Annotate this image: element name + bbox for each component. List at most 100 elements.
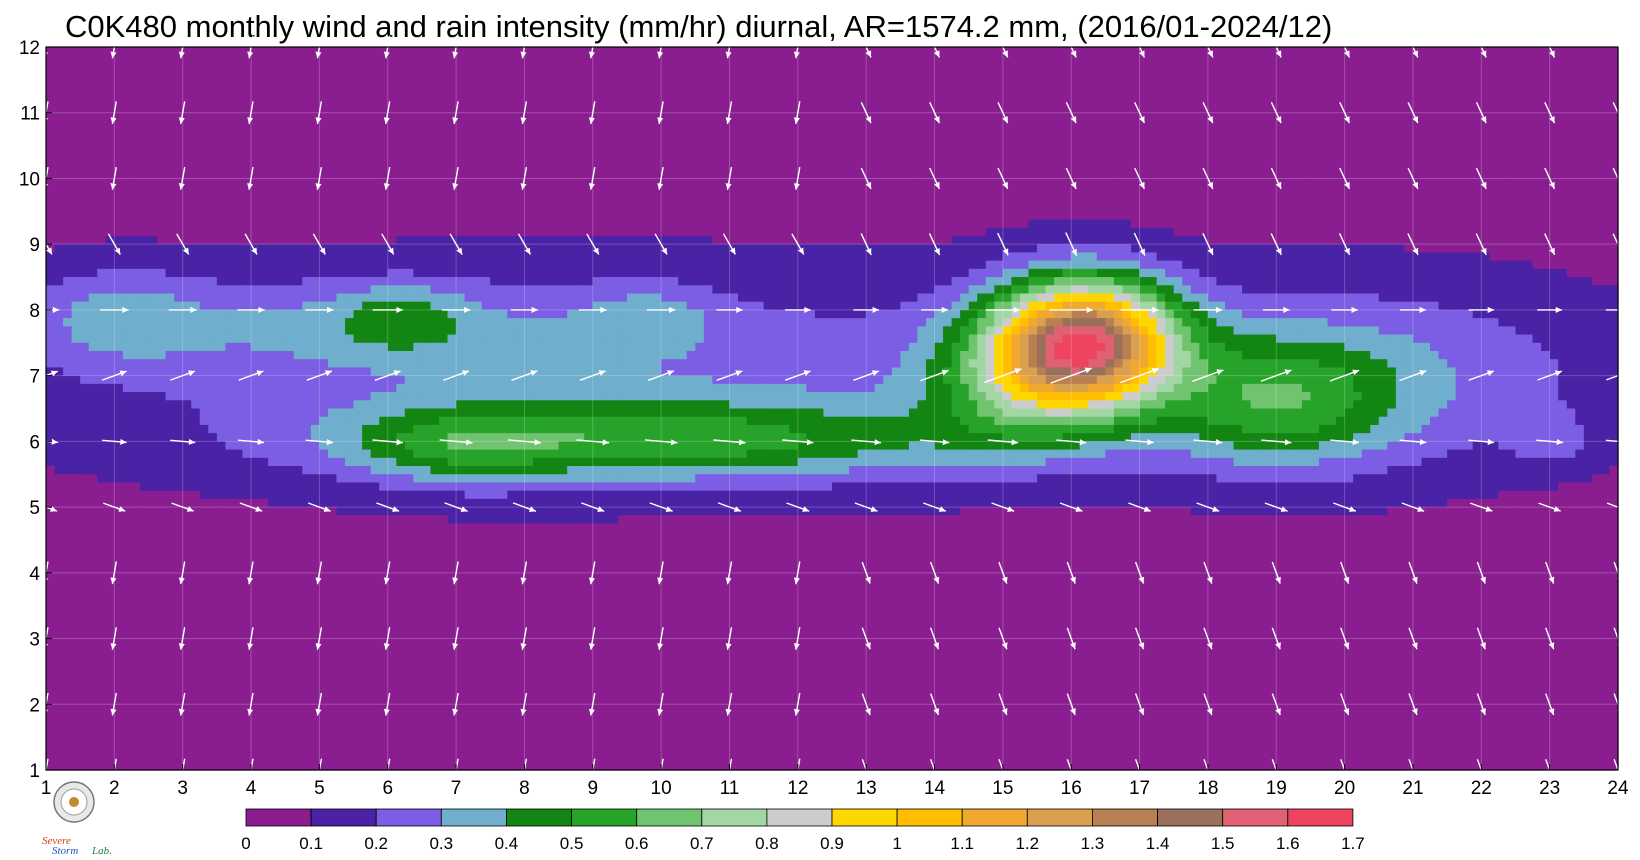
heatmap-cell xyxy=(54,63,64,73)
heatmap-cell xyxy=(122,129,133,138)
heatmap-cell xyxy=(46,203,56,212)
heatmap-cell xyxy=(148,704,158,714)
heatmap-cell xyxy=(498,482,508,492)
heatmap-cell xyxy=(46,622,56,631)
heatmap-cell xyxy=(336,457,346,467)
heatmap-cell xyxy=(327,170,338,180)
heatmap-cell xyxy=(46,482,56,492)
heatmap-cell xyxy=(114,457,124,467)
heatmap-cell xyxy=(336,654,346,664)
heatmap-cell xyxy=(131,597,141,607)
heatmap-cell xyxy=(54,433,64,442)
heatmap-cell xyxy=(293,375,303,385)
heatmap-cell xyxy=(498,342,508,352)
heatmap-cell xyxy=(114,638,124,648)
heatmap-cell xyxy=(515,696,526,705)
heatmap-cell xyxy=(268,613,278,623)
heatmap-cell xyxy=(490,178,500,188)
heatmap-cell xyxy=(157,457,167,467)
heatmap-cell xyxy=(387,383,397,393)
heatmap-cell xyxy=(456,318,466,327)
heatmap-cell xyxy=(319,170,329,180)
heatmap-cell xyxy=(507,252,517,262)
heatmap-cell xyxy=(105,178,115,188)
heatmap-cell xyxy=(439,359,449,369)
heatmap-cell xyxy=(148,597,158,607)
heatmap-cell xyxy=(71,728,81,738)
heatmap-cell xyxy=(379,507,389,516)
heatmap-cell xyxy=(293,186,303,196)
heatmap-cell xyxy=(319,186,329,196)
heatmap-cell xyxy=(268,761,278,771)
heatmap-cell xyxy=(131,268,141,278)
heatmap-cell xyxy=(327,441,338,451)
heatmap-cell xyxy=(353,63,363,73)
heatmap-cell xyxy=(353,613,363,623)
heatmap-cell xyxy=(285,654,295,664)
heatmap-cell xyxy=(174,663,184,673)
heatmap-cell xyxy=(122,55,133,65)
heatmap-cell xyxy=(233,334,244,344)
heatmap-cell xyxy=(148,260,158,270)
heatmap-cell xyxy=(191,145,201,155)
heatmap-cell xyxy=(268,350,278,360)
heatmap-cell xyxy=(174,244,184,253)
heatmap-cell xyxy=(199,88,209,97)
heatmap-cell xyxy=(387,252,397,262)
heatmap-cell xyxy=(54,301,64,311)
heatmap-cell xyxy=(362,120,372,130)
heatmap-cell xyxy=(174,696,184,705)
heatmap-cell xyxy=(71,260,81,270)
heatmap-cell xyxy=(481,96,491,106)
heatmap-cell xyxy=(259,474,269,484)
heatmap-cell xyxy=(293,326,303,336)
heatmap-cell xyxy=(88,145,98,155)
heatmap-cell xyxy=(259,178,269,188)
heatmap-cell xyxy=(327,309,338,319)
heatmap-cell xyxy=(430,531,440,541)
heatmap-cell xyxy=(251,523,261,533)
heatmap-cell xyxy=(268,153,278,163)
heatmap-cell xyxy=(131,318,141,327)
heatmap-cell xyxy=(80,433,90,442)
heatmap-cell xyxy=(114,424,124,434)
heatmap-cell xyxy=(498,638,508,648)
heatmap-cell xyxy=(157,581,167,590)
heatmap-cell xyxy=(413,112,423,122)
heatmap-cell xyxy=(225,761,235,771)
heatmap-cell xyxy=(46,687,56,697)
heatmap-cell xyxy=(242,572,252,582)
heatmap-cell xyxy=(490,663,500,673)
heatmap-cell xyxy=(464,63,474,73)
heatmap-cell xyxy=(259,137,269,147)
heatmap-cell xyxy=(46,268,56,278)
heatmap-cell xyxy=(456,120,466,130)
heatmap-cell xyxy=(481,350,491,360)
heatmap-cell xyxy=(293,630,303,640)
heatmap-cell xyxy=(131,687,141,697)
heatmap-cell xyxy=(327,720,338,730)
heatmap-cell xyxy=(464,137,474,147)
heatmap-cell xyxy=(387,277,397,286)
heatmap-cell xyxy=(46,383,56,393)
heatmap-cell xyxy=(515,392,526,401)
heatmap-cell xyxy=(114,79,124,89)
heatmap-cell xyxy=(114,309,124,319)
heatmap-cell xyxy=(473,556,483,566)
heatmap-cell xyxy=(174,268,184,278)
heatmap-cell xyxy=(370,564,380,574)
heatmap-cell xyxy=(421,696,432,705)
heatmap-cell xyxy=(498,539,508,549)
heatmap-cell xyxy=(165,153,175,163)
heatmap-cell xyxy=(456,539,466,549)
heatmap-cell xyxy=(387,622,397,631)
heatmap-cell xyxy=(208,252,218,262)
heatmap-cell xyxy=(285,153,295,163)
heatmap-cell xyxy=(507,104,517,114)
heatmap-cell xyxy=(310,47,320,56)
heatmap-cell xyxy=(524,96,534,106)
heatmap-cell xyxy=(165,433,175,442)
heatmap-cell xyxy=(413,235,423,245)
heatmap-cell xyxy=(131,416,141,426)
heatmap-cell xyxy=(353,342,363,352)
